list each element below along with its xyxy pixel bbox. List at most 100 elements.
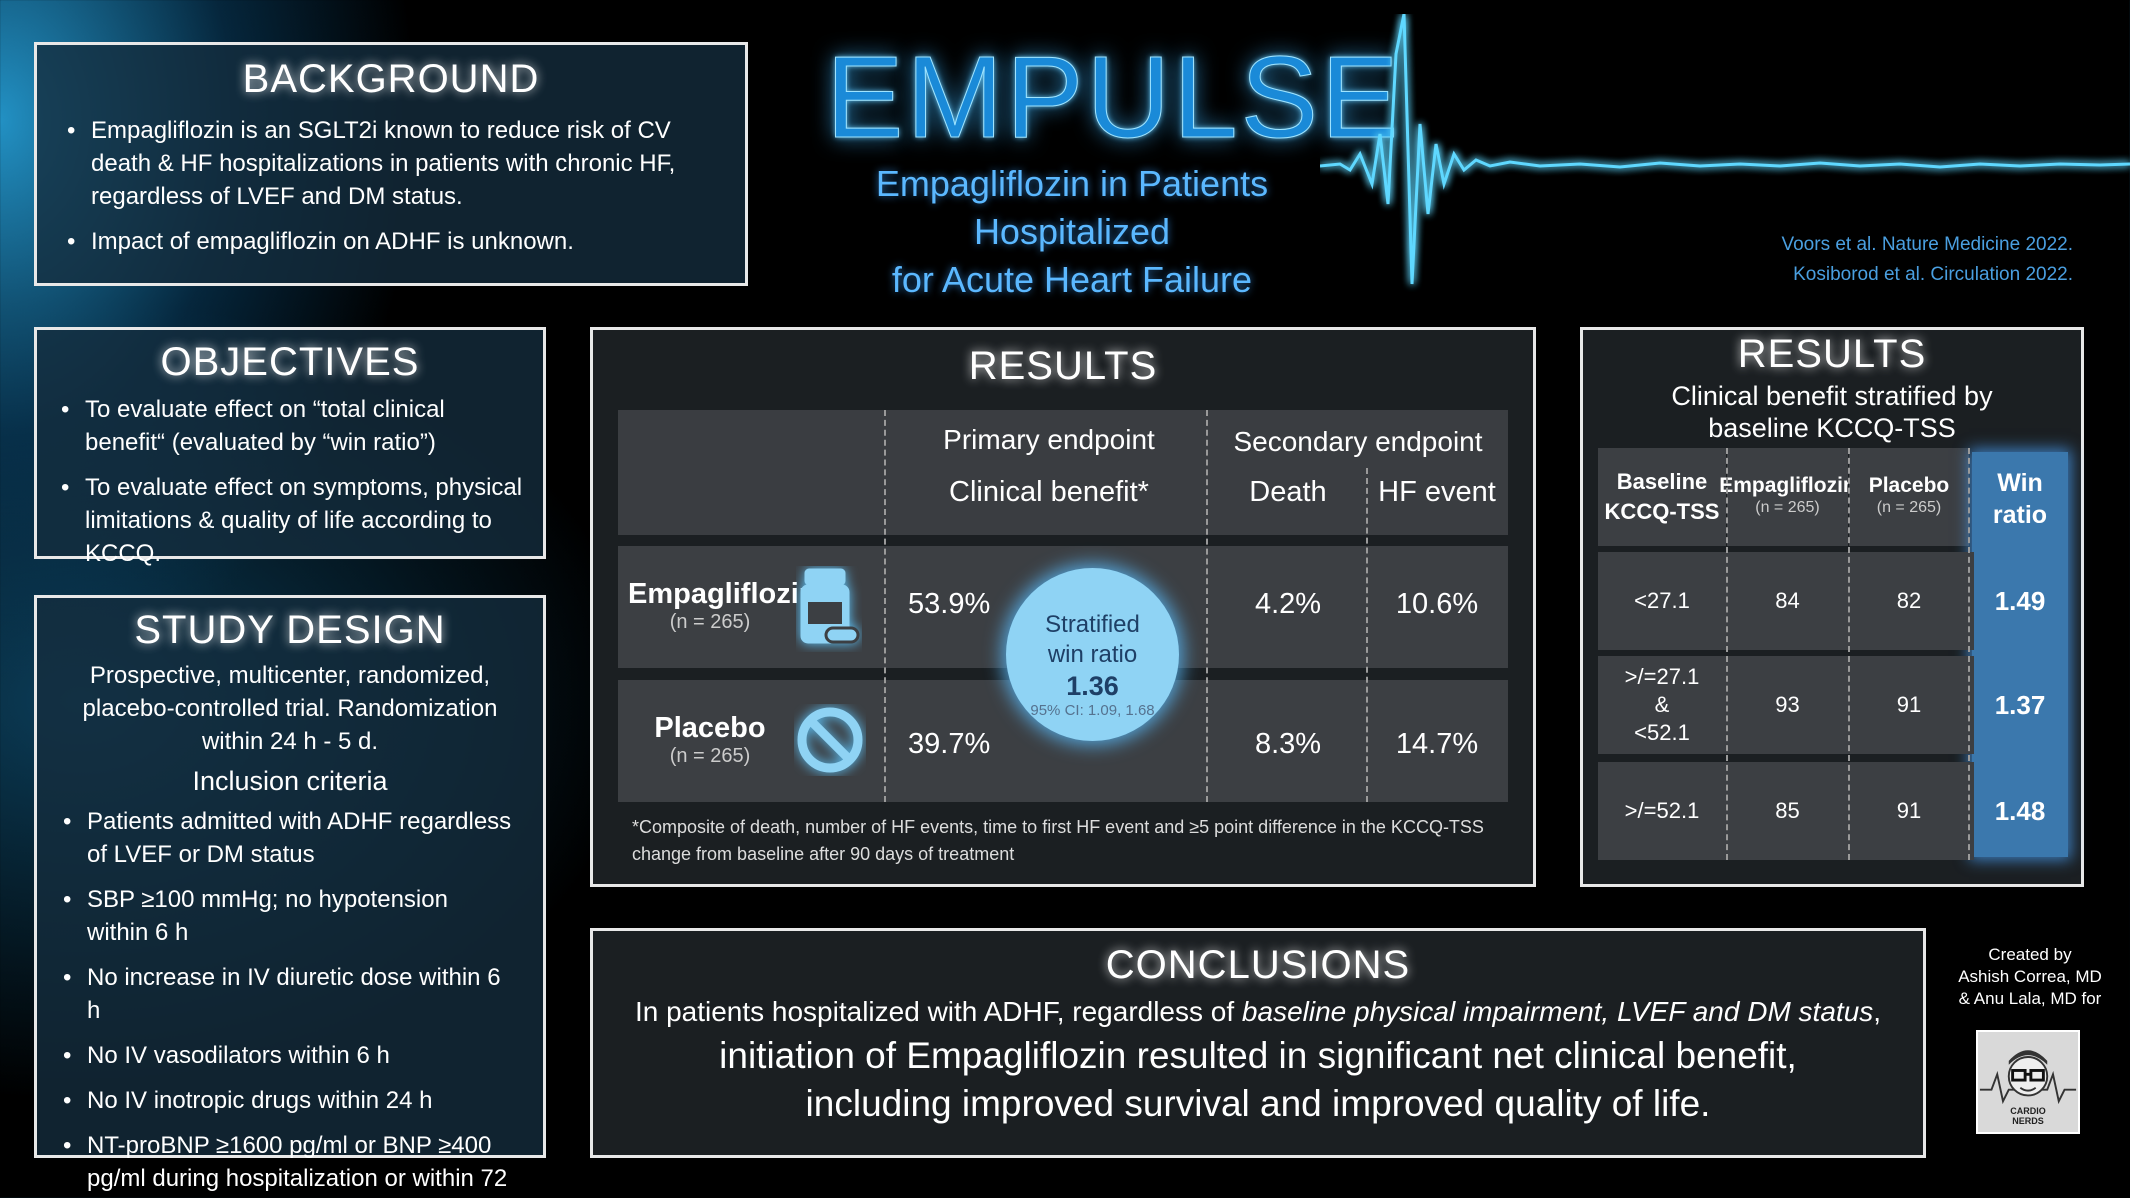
kccq-row-bg (1598, 552, 1974, 650)
header-n: (n = 265) (1755, 499, 1820, 516)
reference-2: Kosiborod et al. Circulation 2022. (1793, 264, 2073, 285)
column-divider (1968, 448, 1970, 860)
criteria-item: NT-proBNP ≥1600 pg/ml or BNP ≥400 pg/ml … (55, 1129, 515, 1198)
results-main-title: RESULTS (968, 344, 1158, 388)
ecg-trace-icon (1320, 14, 2130, 285)
bubble-value: 1.36 (1066, 671, 1119, 701)
kccq-header-win: Win ratio (1976, 452, 2064, 546)
header-text: ratio (1992, 501, 2048, 529)
criteria-item: SBP ≥100 mmHg; no hypotension within 6 h (55, 883, 515, 949)
column-divider (1848, 448, 1850, 860)
conclusion-text: In patients hospitalized with ADHF, rega… (634, 996, 1242, 1027)
criteria-item: No IV inotropic drugs within 24 h (55, 1084, 515, 1117)
page-title: EMPULSE (825, 32, 1402, 163)
results-header-band (618, 410, 1508, 535)
credit-text: Created by Ashish Correa, MD & Anu Lala,… (1950, 944, 2110, 1010)
background-item: Empagliflozin is an SGLT2i known to redu… (59, 114, 723, 213)
study-design-intro: Prospective, multicenter, randomized, pl… (82, 662, 498, 755)
baseline-line: >/=27.1 (1624, 664, 1700, 689)
kccq-placebo: 82 (1896, 588, 1922, 613)
kccq-row-bg (1598, 762, 1974, 860)
prohibited-icon (797, 707, 863, 773)
empagliflozin-hf: 10.6% (1395, 588, 1479, 620)
kccq-empa: 84 (1775, 588, 1800, 613)
column-divider (884, 410, 886, 802)
kccq-empa: 85 (1775, 798, 1800, 823)
arm-n: (n = 265) (669, 611, 751, 633)
kccq-win: 1.49 (1994, 585, 2046, 616)
kccq-baseline: <27.1 (1634, 588, 1690, 613)
kccq-empa: 93 (1775, 692, 1800, 717)
kccq-baseline: >/=52.1 (1624, 798, 1700, 823)
subtitle-line: Clinical benefit stratified by (1671, 381, 1993, 411)
objectives-item: To evaluate effect on “total clinical be… (53, 393, 527, 459)
background-title: BACKGROUND (242, 57, 540, 101)
study-design-title: STUDY DESIGN (134, 608, 446, 652)
header-text: Empagliflozin (1719, 474, 1856, 497)
conclusions-panel: CONCLUSIONS In patients hospitalized wit… (590, 928, 1926, 1158)
hf-event-header: HF event (1378, 476, 1496, 508)
header-text: KCCQ-TSS (1604, 499, 1720, 524)
arm-name: Empagliflozin (628, 578, 817, 610)
header-text: Baseline (1616, 469, 1708, 494)
win-ratio-bubble: Stratified win ratio 1.36 95% CI: 1.09, … (1006, 568, 1179, 741)
column-divider (1726, 448, 1728, 860)
logo-text: CARDIO NERDS (2010, 1106, 2046, 1126)
column-divider (1206, 410, 1208, 802)
kccq-win: 1.48 (1994, 795, 2046, 826)
conclusions-line-3: including improved survival and improved… (805, 1083, 1711, 1124)
criteria-item: Patients admitted with ADHF regardless o… (55, 805, 515, 871)
conclusions-title: CONCLUSIONS (1105, 943, 1411, 987)
conclusions-line-1: In patients hospitalized with ADHF, rega… (593, 992, 1923, 1032)
arm-n: (n = 265) (669, 745, 751, 767)
baseline-line: & (1654, 692, 1670, 717)
kccq-baseline: >/=27.1 & <52.1 (1598, 656, 1726, 754)
credit-line: Ashish Correa, MD (1958, 967, 2102, 986)
bubble-line: Stratified (1045, 611, 1140, 638)
header-n: (n = 265) (1876, 499, 1942, 516)
criteria-item: No IV vasodilators within 6 h (55, 1039, 515, 1072)
arm-name: Placebo (654, 712, 766, 744)
reference-1: Voors et al. Nature Medicine 2022. (1781, 234, 2073, 255)
placebo-clinical: 39.7% (908, 728, 991, 760)
placebo-death: 8.3% (1254, 728, 1322, 760)
results-footnote: *Composite of death, number of HF events… (632, 817, 1484, 864)
death-header: Death (1249, 476, 1327, 508)
baseline-line: <52.1 (1634, 720, 1690, 745)
conclusion-text: , (1873, 996, 1882, 1027)
header-text: Placebo (1868, 474, 1950, 497)
conclusion-emphasis: baseline physical impairment, LVEF and D… (1241, 996, 1874, 1027)
credit-line: Created by (1988, 945, 2072, 964)
kccq-row-bg (1598, 656, 1974, 754)
subtitle-line-2: for Acute Heart Failure (891, 259, 1253, 300)
cardionerds-logo: CARDIO NERDS (1976, 1030, 2080, 1134)
bubble-ci: 95% CI: 1.09, 1.68 (1030, 702, 1155, 719)
clinical-benefit-header: Clinical benefit* (949, 476, 1149, 508)
secondary-endpoint-label: Secondary endpoint (1233, 426, 1483, 457)
subtitle-line: baseline KCCQ-TSS (1708, 413, 1956, 443)
page-subtitle: Empagliflozin in Patients Hospitalized f… (812, 160, 1332, 304)
references: Voors et al. Nature Medicine 2022. Kosib… (1781, 230, 2073, 290)
kccq-header-placebo: Placebo (n = 265) (1849, 448, 1969, 546)
column-divider (1366, 468, 1368, 802)
study-design-panel: STUDY DESIGN Prospective, multicenter, r… (34, 595, 546, 1192)
conclusions-line-2: initiation of Empagliflozin resulted in … (719, 1035, 1797, 1076)
background-panel: BACKGROUND Empagliflozin is an SGLT2i kn… (34, 42, 748, 286)
inclusion-criteria-title: Inclusion criteria (192, 766, 388, 796)
primary-endpoint-label: Primary endpoint (943, 424, 1155, 455)
kccq-header-baseline: Baseline KCCQ-TSS (1598, 448, 1726, 546)
placebo-hf: 14.7% (1395, 728, 1479, 760)
background-item: Impact of empagliflozin on ADHF is unkno… (59, 225, 723, 258)
empagliflozin-label: Empagliflozin (n = 265) (628, 578, 817, 634)
criteria-item: No increase in IV diuretic dose within 6… (55, 961, 515, 1027)
objectives-item: To evaluate effect on symptoms, physical… (53, 471, 527, 570)
results-kccq-title: RESULTS (1737, 332, 1927, 376)
empagliflozin-death: 4.2% (1254, 588, 1322, 620)
header-text: Win (1997, 469, 2043, 497)
kccq-header-empa: Empagliflozin (n = 265) (1719, 448, 1856, 546)
win-ratio-column (1972, 452, 2068, 857)
objectives-title: OBJECTIVES (160, 340, 420, 384)
placebo-label: Placebo (n = 265) (628, 712, 792, 768)
results-kccq-subtitle: Clinical benefit stratified by baseline … (1580, 380, 2084, 444)
kccq-win: 1.37 (1994, 689, 2046, 720)
